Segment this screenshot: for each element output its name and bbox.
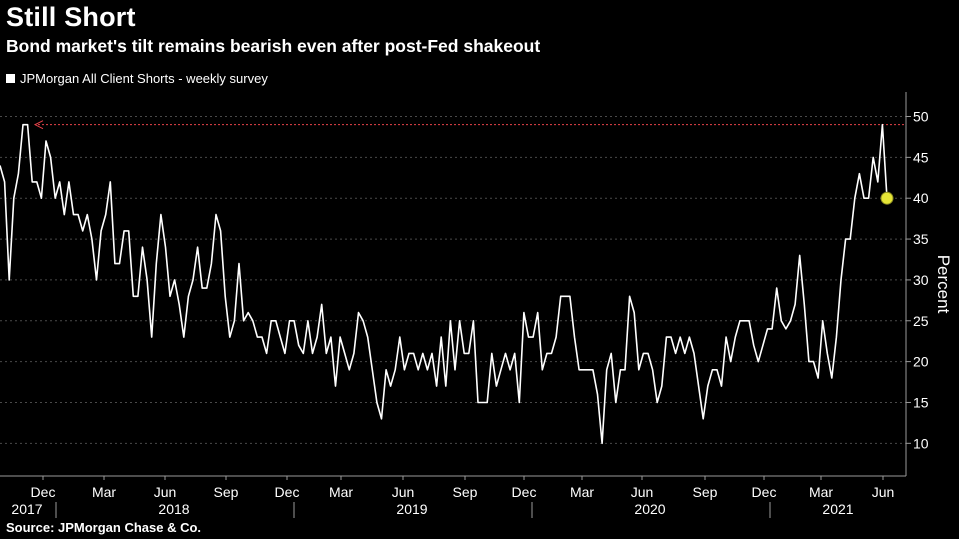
x-tick-label: Jun [154,484,177,500]
chart-title: Still Short [6,2,136,32]
x-tick-label: Dec [275,484,300,500]
x-tick-label: Mar [570,484,594,500]
axes [0,92,907,477]
series-line [0,123,888,445]
year-label: 2020 [634,501,665,517]
series-group [0,123,894,445]
legend-label: JPMorgan All Client Shorts - weekly surv… [20,71,268,86]
reference-line-group [33,120,906,130]
y-tick-label: 15 [913,394,929,410]
year-label: 2018 [158,501,189,517]
x-tick-label: Jun [631,484,654,500]
legend-swatch [6,74,15,83]
y-tick-label: 40 [913,190,929,206]
x-tick-label: Jun [392,484,415,500]
year-labels: 2017 2018 2019 2020 2021 [11,501,854,518]
y-tick-label: 30 [913,272,929,288]
gridlines [0,116,906,444]
year-label: 2021 [822,501,853,517]
x-tick-label: Dec [31,484,56,500]
x-tick-label: Sep [453,484,478,500]
y-tick-label: 25 [913,313,929,329]
y-tick-label: 45 [913,149,929,165]
chart-subtitle: Bond market's tilt remains bearish even … [6,36,541,56]
x-tick-label: Dec [752,484,777,500]
y-tick-label: 10 [913,435,929,451]
last-value-marker [880,191,894,205]
y-tick-label: 20 [913,354,929,370]
x-ticks: Dec Mar Jun Sep Dec Mar Jun Sep Dec Mar Jun Sep Dec M… [31,476,895,500]
x-tick-label: Sep [693,484,718,500]
x-tick-label: Dec [512,484,537,500]
x-tick-label: Mar [809,484,833,500]
legend: JPMorgan All Client Shorts - weekly surv… [6,71,268,86]
y-ticks: 10 15 20 25 30 35 40 45 50 [906,109,929,451]
reference-arrow [33,120,44,130]
source-note: Source: JPMorgan Chase & Co. [6,520,202,535]
y-tick-label: 50 [913,109,929,125]
y-tick-label: 35 [913,231,929,247]
x-tick-label: Sep [214,484,239,500]
year-label: 2019 [396,501,427,517]
x-tick-label: Mar [329,484,353,500]
x-tick-label: Mar [92,484,116,500]
year-label: 2017 [11,501,42,517]
x-tick-label: Jun [872,484,895,500]
y-axis-label: Percent [934,255,953,314]
